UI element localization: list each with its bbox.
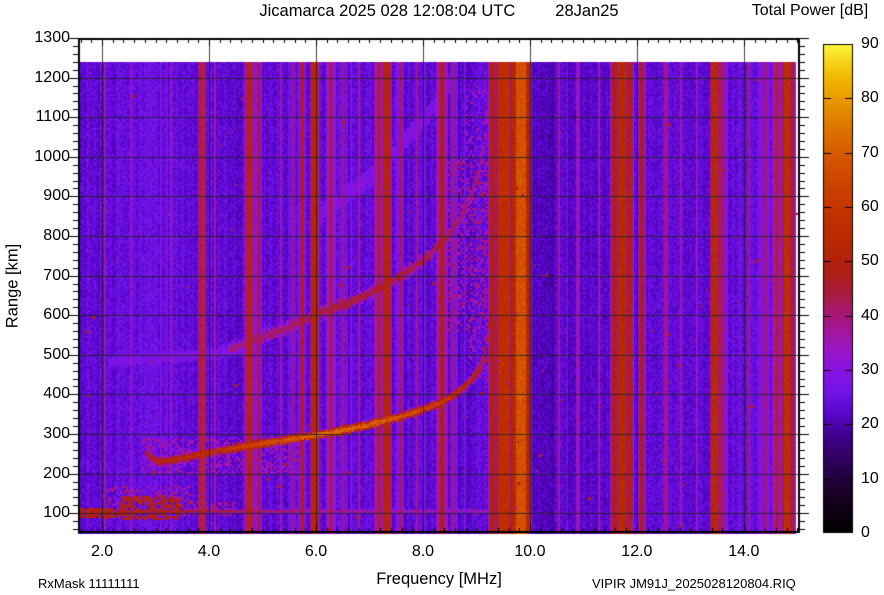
data-file-label: VIPIR JM91J_2025028120804.RIQ: [592, 576, 796, 591]
ytick-label: 1100: [35, 108, 70, 126]
colorbar-title: Total Power [dB]: [751, 2, 869, 19]
xtick-label: 14.0: [728, 543, 760, 560]
plot-title-row: Jicamarca 2025 028 12:08:04 UTC 28Jan25: [78, 2, 800, 20]
ctick-label: 20: [861, 415, 879, 433]
ytick-label: 300: [43, 425, 70, 442]
x-axis-label: Frequency [MHz]: [376, 570, 502, 588]
xtick-label: 4.0: [197, 543, 221, 560]
plot-date: 28Jan25: [555, 2, 619, 20]
ytick-label: 900: [43, 187, 70, 205]
ytick-label: 800: [43, 227, 70, 244]
xtick-label: 2.0: [90, 543, 114, 560]
ytick-label: 100: [43, 504, 70, 522]
ctick-label: 30: [861, 361, 879, 378]
ctick-label: 80: [861, 89, 879, 107]
ytick-label: 400: [43, 385, 70, 403]
ctick-label: 0: [861, 524, 870, 541]
xtick-label: 10.0: [514, 543, 546, 560]
xtick-label: 8.0: [411, 543, 435, 560]
ctick-label: 50: [861, 252, 879, 270]
xtick-label: 12.0: [621, 543, 653, 560]
ytick-label: 700: [43, 266, 70, 284]
ytick-label: 600: [43, 306, 70, 324]
ytick-label: 500: [43, 345, 70, 363]
ytick-label: 1000: [34, 147, 70, 165]
plot-title: Jicamarca 2025 028 12:08:04 UTC: [259, 2, 516, 20]
ytick-label: 200: [43, 464, 70, 482]
rxmask-label: RxMask 11111111: [38, 576, 140, 591]
ctick-label: 60: [861, 198, 879, 215]
xtick-label: 6.0: [304, 543, 328, 560]
ctick-label: 40: [861, 306, 879, 324]
ytick-label: 1300: [34, 29, 70, 46]
ctick-label: 10: [861, 469, 879, 487]
ytick-label: 1200: [34, 68, 70, 86]
ctick-label: 90: [861, 35, 879, 52]
ctick-label: 70: [861, 143, 879, 161]
